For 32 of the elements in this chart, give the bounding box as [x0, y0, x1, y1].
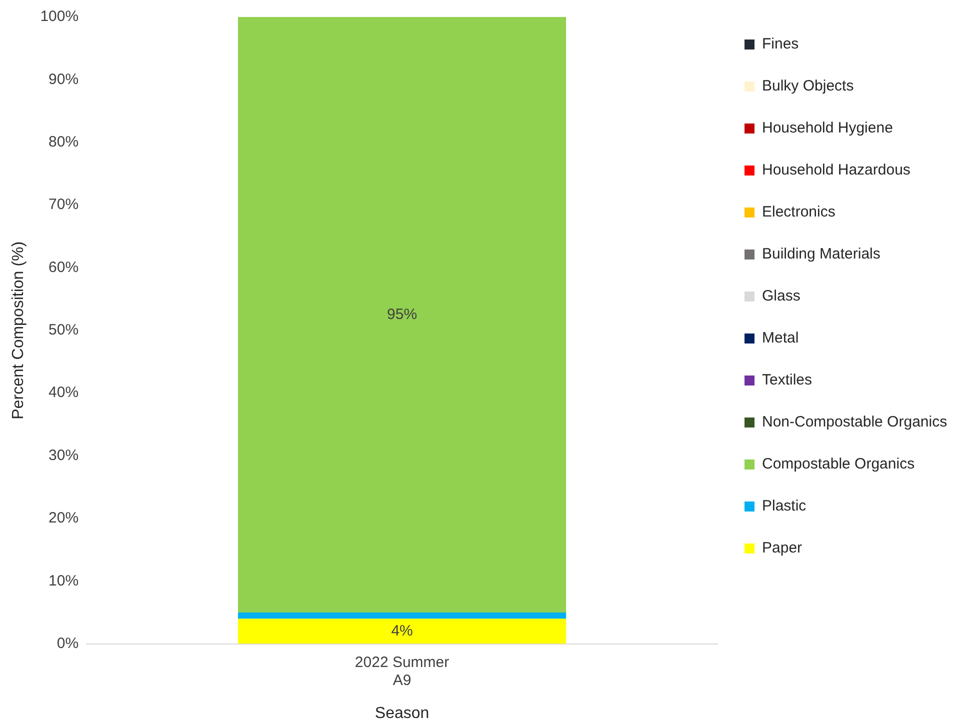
legend-label: Bulky Objects [762, 78, 854, 95]
y-axis-title: Percent Composition (%) [10, 241, 28, 420]
legend-label: Fines [762, 36, 799, 53]
x-tick-label: 2022 Summer A9 [354, 654, 450, 689]
data-label: 95% [387, 306, 418, 323]
y-tick-label: 60% [48, 258, 79, 276]
bar [238, 612, 566, 619]
y-tick-label: 80% [48, 134, 79, 150]
legend-label: Household Hygiene [762, 120, 893, 137]
legend-label: Plastic [762, 498, 807, 515]
legend-label: Textiles [762, 372, 812, 389]
legend-label: Electronics [762, 204, 836, 221]
bar [238, 17, 566, 612]
y-tick-label: 70% [48, 196, 79, 214]
legend-label: Compostable Organics [762, 456, 915, 473]
legend-label: Paper [762, 540, 802, 557]
x-axis-title: Season [374, 704, 430, 722]
y-tick-label: 40% [48, 384, 79, 402]
y-tick-label: 50% [48, 322, 79, 339]
legend-label: Building Materials [762, 246, 880, 263]
legend-label: Household Hazardous [762, 162, 910, 179]
bar [238, 618, 566, 644]
legend-label: Non-Compostable Organics [762, 414, 948, 431]
y-tick-label: 20% [48, 510, 79, 527]
data-label: 4% [391, 622, 413, 640]
y-tick-label: 90% [48, 70, 79, 88]
y-tick-label: 10% [48, 572, 79, 590]
y-tick-label: 30% [48, 446, 79, 464]
legend-label: Metal [762, 330, 799, 347]
y-tick-label: 0% [56, 634, 79, 652]
legend-label: Glass [762, 288, 800, 305]
y-tick-label: 100% [40, 8, 79, 26]
